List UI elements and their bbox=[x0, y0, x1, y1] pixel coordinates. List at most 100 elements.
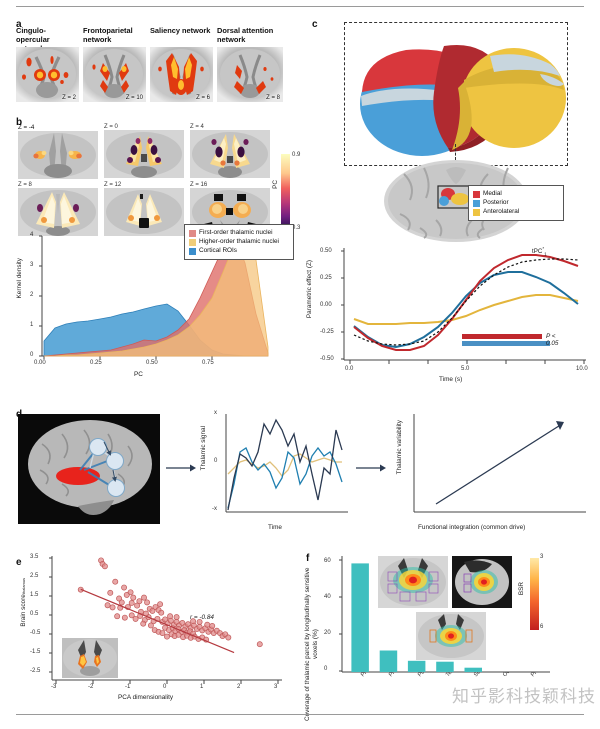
scatter-point bbox=[107, 589, 114, 596]
kde-ylabel: Kernel density bbox=[16, 258, 23, 299]
scatter-point bbox=[204, 621, 211, 628]
panel-f-letter: f bbox=[306, 553, 310, 564]
scatter-point bbox=[149, 607, 156, 614]
scatter-point bbox=[123, 592, 130, 598]
legend-label-posterior: Posterior bbox=[483, 199, 509, 206]
arrow-right-icon-1 bbox=[166, 464, 196, 472]
sig-bar-posterior bbox=[462, 340, 550, 346]
panel-b-zlabel-1: Z = 0 bbox=[104, 124, 118, 130]
coronal-brain-slice bbox=[384, 160, 528, 242]
panel-a-zlabel-2: Z = 6 bbox=[196, 95, 210, 101]
legend-label-higher-order: Higher-order thalamic nuclei bbox=[199, 238, 279, 245]
scatter-point bbox=[175, 631, 182, 638]
scatter-point bbox=[173, 614, 180, 621]
coverage-bar-chart: Coverage of thalamic parcel by longitudi… bbox=[302, 548, 598, 726]
bar bbox=[351, 563, 369, 672]
thalamus-legend: Medial Posterior Anterolateral bbox=[468, 185, 564, 221]
pc-colorbar-min: 0.3 bbox=[292, 225, 301, 231]
pc-colorbar-label: PC bbox=[272, 180, 279, 189]
bar-category-label: Prefrontal bbox=[360, 672, 381, 678]
thalamic-map-sagittal bbox=[452, 556, 512, 608]
bs-xlabel: PCA dimensionality bbox=[118, 694, 174, 701]
panel-c-letter: c bbox=[312, 19, 318, 30]
ts-xlabel: Time bbox=[268, 524, 282, 531]
bar-category-label: Occipital bbox=[502, 672, 521, 678]
scatter-point bbox=[136, 598, 143, 605]
legend-swatch-anterolateral bbox=[473, 209, 480, 216]
thalamic-signal-chart: Thalamic signal x 0 -x Time bbox=[200, 408, 350, 531]
bar-category-label: Premotor bbox=[530, 672, 551, 678]
bsr-max: 3 bbox=[540, 554, 544, 560]
bar bbox=[436, 661, 454, 672]
scatter-point bbox=[141, 594, 147, 601]
scatter-point bbox=[121, 614, 128, 621]
bar bbox=[407, 660, 426, 672]
bs-plot bbox=[49, 556, 282, 684]
scatter-point bbox=[112, 578, 119, 585]
ts-ytick-max: x bbox=[214, 410, 217, 416]
bsr-label: BSR bbox=[518, 582, 525, 596]
pc-map-1 bbox=[104, 130, 184, 178]
panel-e-letter: e bbox=[16, 557, 22, 568]
scatter-point bbox=[225, 634, 232, 641]
tv-ylabel: Thalamic variability bbox=[396, 420, 403, 475]
scatter-point bbox=[164, 633, 170, 640]
legend-item-medial: Medial bbox=[473, 190, 559, 198]
sig-label: P < 0.05 bbox=[546, 333, 559, 347]
legend-label-anterolateral: Anterolateral bbox=[483, 208, 520, 215]
tv-xlabel: Functional integration (common drive) bbox=[418, 524, 526, 531]
scatter-point bbox=[114, 613, 121, 620]
scatter-point bbox=[144, 599, 151, 606]
panel-a-title-3: Dorsal attention network bbox=[217, 26, 274, 44]
legend-item-posterior: Posterior bbox=[473, 199, 559, 207]
pe-xlabel: Time (s) bbox=[439, 376, 463, 383]
panel-b-zlabel-3: Z = 8 bbox=[18, 182, 32, 188]
regression-line bbox=[80, 588, 235, 654]
panel-a-title-1: Frontoparietal network bbox=[83, 26, 133, 44]
ts-ytick-zero: 0 bbox=[214, 458, 218, 464]
pc-colorbar-max: 0.9 bbox=[292, 152, 301, 158]
panel-b-zlabel-5: Z = 16 bbox=[190, 182, 208, 188]
scatter-point bbox=[118, 599, 125, 606]
scatter-point bbox=[128, 612, 135, 619]
bottom-rule bbox=[16, 714, 584, 715]
scatter-point bbox=[128, 599, 135, 606]
scatter-point bbox=[132, 615, 139, 622]
panel-b-zlabel-2: Z = 4 bbox=[190, 124, 204, 130]
sagittal-brain-network bbox=[18, 414, 160, 524]
panel-b-slice-0: Z = -4 bbox=[18, 124, 98, 179]
legend-item-cortical: Cortical ROIs bbox=[189, 247, 289, 255]
scatter-point bbox=[121, 584, 128, 591]
panel-b-zlabel-0: Z = -4 bbox=[18, 124, 35, 131]
correlation-annotation: r = -0.84 bbox=[190, 614, 214, 621]
scatter-point bbox=[140, 620, 147, 627]
legend-swatch-medial bbox=[473, 191, 480, 198]
legend-item-anterolateral: Anterolateral bbox=[473, 208, 559, 216]
panel-b-slice-1: Z = 0 bbox=[104, 124, 184, 178]
scatter-point bbox=[109, 604, 116, 611]
bar-category-label: Primary motor bbox=[388, 672, 417, 678]
panel-a-title-2: Saliency network bbox=[150, 26, 211, 35]
scatter-point bbox=[147, 622, 154, 629]
scatter-point bbox=[190, 618, 197, 625]
pc-map-2 bbox=[190, 130, 270, 178]
ts-plot bbox=[225, 414, 348, 513]
brain-slice-frontoparietal: Z = 10 bbox=[83, 47, 146, 102]
legend-label-medial: Medial bbox=[483, 190, 502, 197]
brain-slice-dorsal-attention: Z = 8 bbox=[217, 47, 283, 102]
top-rule bbox=[16, 6, 584, 7]
watermark: 知乎影科技颖科技 bbox=[452, 687, 596, 707]
legend-swatch-cortical bbox=[189, 248, 196, 255]
sig-bar-medial bbox=[462, 334, 542, 339]
panel-a-zlabel-3: Z = 8 bbox=[266, 95, 280, 101]
tv-plot bbox=[413, 414, 586, 513]
bs-ylabel: Brain scorethalamus bbox=[20, 578, 27, 627]
bsr-min: 6 bbox=[540, 624, 544, 630]
panel-b-slice-3: Z = 8 bbox=[18, 182, 98, 236]
ts-ytick-min: -x bbox=[212, 506, 217, 512]
pc-map-0 bbox=[18, 131, 98, 179]
panel-b-letter: b bbox=[16, 117, 23, 128]
callout-connector bbox=[455, 144, 456, 160]
panel-a-zlabel-0: Z = 2 bbox=[62, 95, 76, 101]
